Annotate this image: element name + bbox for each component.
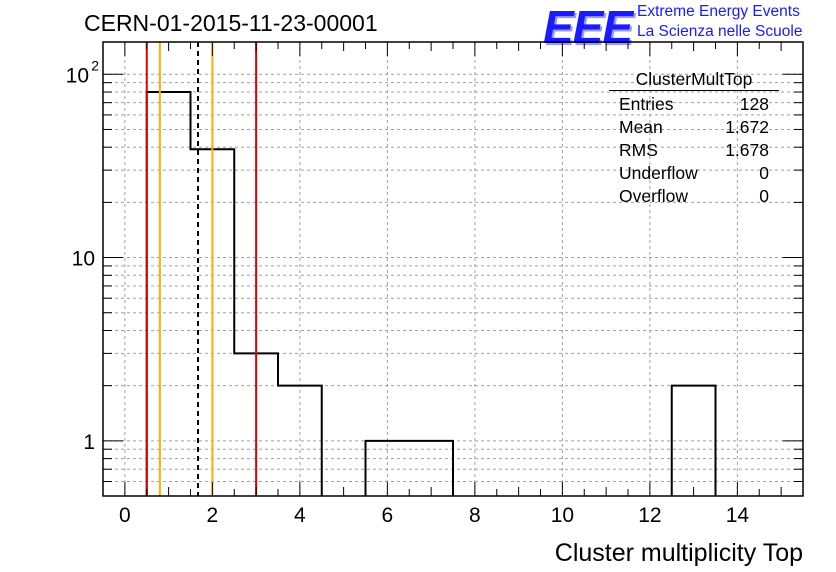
logo-line-2: La Scienza nelle Scuole [637,23,803,40]
stats-label: Entries [619,94,674,114]
stats-row: Entries 128 [609,93,779,116]
histogram-bar [672,386,716,496]
eee-logo: EEE [543,1,633,53]
x-tick-label: 10 [551,504,574,527]
stats-row: Mean 1.672 [609,116,779,139]
logo-line-1: Extreme Energy Events [637,3,800,20]
stats-label: Mean [619,117,663,137]
x-tick-label: 6 [382,504,394,527]
stats-value: 1.678 [725,140,769,160]
stats-row: Underflow 0 [609,162,779,185]
stats-label: RMS [619,140,658,160]
stats-box: ClusterMultTop Entries 128 Mean 1.672 RM… [609,69,779,208]
x-tick-label: 2 [207,504,219,527]
stats-label: Overflow [619,186,689,206]
x-tick-label: 0 [119,504,131,527]
stats-value: 1.672 [725,117,769,137]
x-tick-label: 12 [638,504,661,527]
y-tick-exponent: 2 [91,57,99,73]
x-axis-title: Cluster multiplicity Top [555,539,803,567]
stats-row: Overflow 0 [609,185,779,208]
stats-value: 0 [759,186,769,206]
histogram-bar [147,92,191,496]
run-title: CERN-01-2015-11-23-00001 [84,10,378,36]
stats-row: RMS 1.678 [609,139,779,162]
stats-value: 0 [759,163,769,183]
logo-text: Extreme Energy Events La Scienza nelle S… [637,2,802,42]
x-tick-label: 4 [294,504,306,527]
x-tick-label: 8 [469,504,481,527]
y-tick-label: 1 [83,431,95,454]
stats-title: ClusterMultTop [609,69,779,91]
x-tick-label: 14 [726,504,750,527]
y-tick-label: 10 [66,64,89,87]
stats-value: 128 [739,94,769,114]
histogram-bar [278,386,322,496]
y-tick-label: 10 [72,248,95,271]
histogram-outline [145,91,717,496]
stats-label: Underflow [619,163,698,183]
